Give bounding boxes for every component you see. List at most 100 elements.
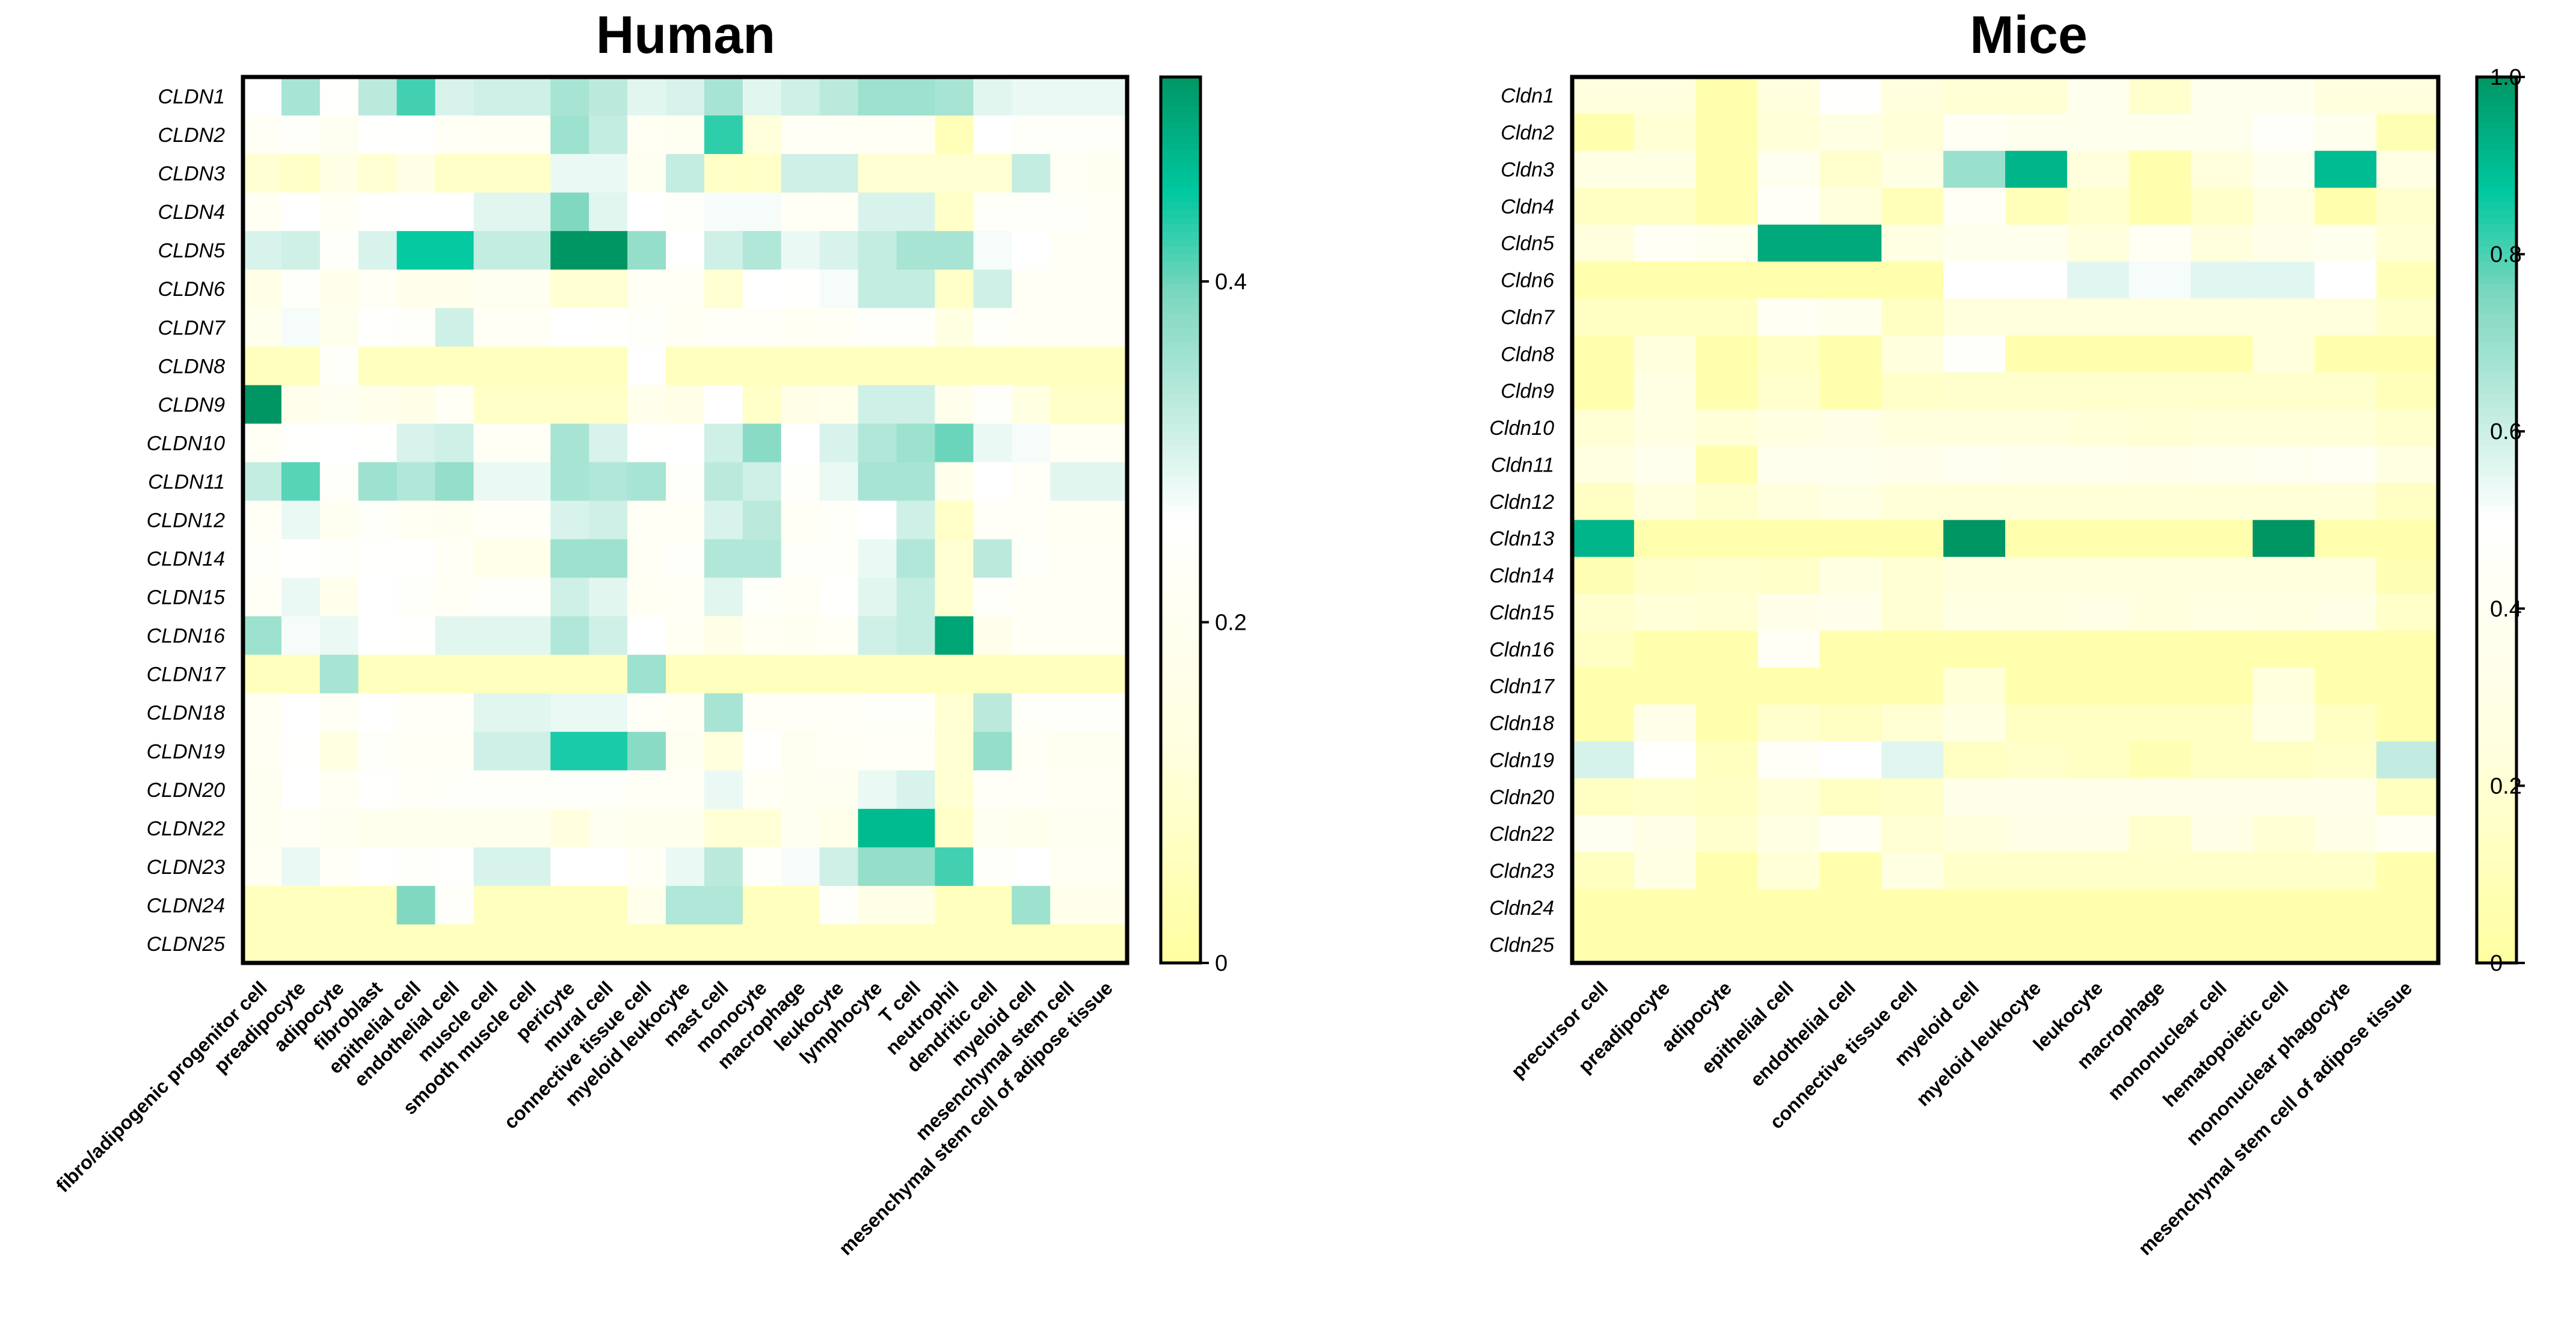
cell-Cldn11-9 <box>2129 446 2192 484</box>
colorbar-segment <box>2477 269 2516 277</box>
cell-CLDN18-16 <box>858 693 897 733</box>
cell-Cldn20-3 <box>1757 778 1821 816</box>
colorbar-tick-label: 0 <box>2490 951 2503 976</box>
cell-CLDN8-12 <box>704 346 743 386</box>
cell-CLDN1-15 <box>819 77 859 116</box>
cell-CLDN19-11 <box>666 731 705 771</box>
colorbar-tick-label: 0.2 <box>1215 610 1247 636</box>
cell-CLDN16-3 <box>358 616 398 656</box>
cell-Cldn17-3 <box>1757 668 1821 706</box>
cell-CLDN25-2 <box>319 924 359 964</box>
cell-CLDN4-14 <box>781 192 820 232</box>
cell-CLDN5-14 <box>781 231 820 271</box>
cell-Cldn1-3 <box>1757 77 1821 115</box>
row-label: Cldn11 <box>1491 454 1554 476</box>
colorbar-segment <box>1161 409 1200 417</box>
cell-CLDN6-14 <box>781 269 820 309</box>
cell-Cldn9-9 <box>2129 372 2192 410</box>
row-label: CLDN25 <box>147 933 225 956</box>
cell-CLDN16-16 <box>858 616 897 656</box>
cell-CLDN1-0 <box>243 77 282 116</box>
cell-CLDN23-11 <box>666 847 705 887</box>
mice-cells <box>1572 77 2439 964</box>
cell-CLDN9-1 <box>281 385 321 425</box>
cell-Cldn1-4 <box>1819 77 1883 115</box>
cell-CLDN11-6 <box>473 462 513 502</box>
colorbar-segment <box>2477 217 2516 226</box>
colorbar-segment <box>1161 313 1200 321</box>
cell-CLDN23-15 <box>819 847 859 887</box>
colorbar-segment <box>1161 188 1200 196</box>
colorbar-segment <box>2477 542 2516 550</box>
cell-CLDN25-11 <box>666 924 705 964</box>
colorbar-segment <box>1161 291 1200 300</box>
cell-CLDN24-2 <box>319 885 359 925</box>
colorbar-segment <box>1161 454 1200 462</box>
cell-CLDN7-9 <box>589 308 628 348</box>
row-label: CLDN2 <box>158 124 226 147</box>
cell-CLDN5-10 <box>627 231 666 271</box>
cell-Cldn11-10 <box>2190 446 2254 484</box>
cell-CLDN15-5 <box>435 577 475 617</box>
cell-CLDN3-4 <box>396 154 436 193</box>
cell-CLDN6-9 <box>589 269 628 309</box>
cell-CLDN24-14 <box>781 885 820 925</box>
cell-CLDN4-21 <box>1050 192 1089 232</box>
cell-Cldn25-1 <box>1634 926 1697 964</box>
cell-CLDN1-22 <box>1089 77 1128 116</box>
cell-Cldn4-3 <box>1757 188 1821 226</box>
cell-CLDN12-21 <box>1050 500 1089 540</box>
cell-CLDN10-13 <box>742 423 782 463</box>
cell-CLDN19-22 <box>1089 731 1128 771</box>
cell-Cldn12-7 <box>2005 483 2068 521</box>
cell-CLDN4-18 <box>935 192 974 232</box>
cell-CLDN3-22 <box>1089 154 1128 193</box>
cell-CLDN8-16 <box>858 346 897 386</box>
cell-Cldn14-0 <box>1572 556 1635 595</box>
cell-Cldn14-1 <box>1634 556 1697 595</box>
cell-CLDN16-9 <box>589 616 628 656</box>
colorbar-segment <box>2477 564 2516 573</box>
cell-CLDN2-15 <box>819 115 859 155</box>
cell-Cldn20-9 <box>2129 778 2192 816</box>
colorbar-segment <box>1161 276 1200 284</box>
colorbar-segment <box>2477 387 2516 395</box>
cell-CLDN20-10 <box>627 770 666 810</box>
row-label: Cldn7 <box>1501 306 1555 329</box>
cell-Cldn20-5 <box>1881 778 1944 816</box>
cell-Cldn9-3 <box>1757 372 1821 410</box>
colorbar-tick-label: 0 <box>1215 951 1228 976</box>
cell-Cldn13-2 <box>1695 520 1759 558</box>
cell-CLDN7-21 <box>1050 308 1089 348</box>
cell-CLDN3-3 <box>358 154 398 193</box>
cell-Cldn19-5 <box>1881 741 1944 779</box>
cell-Cldn16-1 <box>1634 630 1697 668</box>
colorbar-segment <box>2477 313 2516 321</box>
cell-CLDN15-21 <box>1050 577 1089 617</box>
colorbar-segment <box>1161 497 1200 506</box>
cell-Cldn7-6 <box>1943 298 2006 336</box>
colorbar-segment <box>1161 704 1200 713</box>
colorbar-segment <box>1161 867 1200 875</box>
cell-Cldn18-1 <box>1634 704 1697 742</box>
cell-CLDN24-5 <box>435 885 475 925</box>
cell-Cldn19-7 <box>2005 741 2068 779</box>
cell-CLDN4-19 <box>973 192 1013 232</box>
cell-CLDN7-14 <box>781 308 820 348</box>
row-label: Cldn12 <box>1489 491 1554 514</box>
colorbar-segment <box>1161 402 1200 410</box>
cell-CLDN18-21 <box>1050 693 1089 733</box>
cell-CLDN9-21 <box>1050 385 1089 425</box>
colorbar-segment <box>1161 815 1200 823</box>
cell-CLDN20-0 <box>243 770 282 810</box>
cell-CLDN22-10 <box>627 808 666 848</box>
colorbar-segment <box>2477 653 2516 661</box>
colorbar-segment <box>2477 571 2516 580</box>
cell-CLDN20-9 <box>589 770 628 810</box>
cell-CLDN17-11 <box>666 654 705 694</box>
colorbar-segment <box>2477 778 2516 787</box>
cell-Cldn24-3 <box>1757 889 1821 927</box>
cell-CLDN8-4 <box>396 346 436 386</box>
cell-Cldn18-7 <box>2005 704 2068 742</box>
cell-Cldn6-5 <box>1881 261 1944 300</box>
